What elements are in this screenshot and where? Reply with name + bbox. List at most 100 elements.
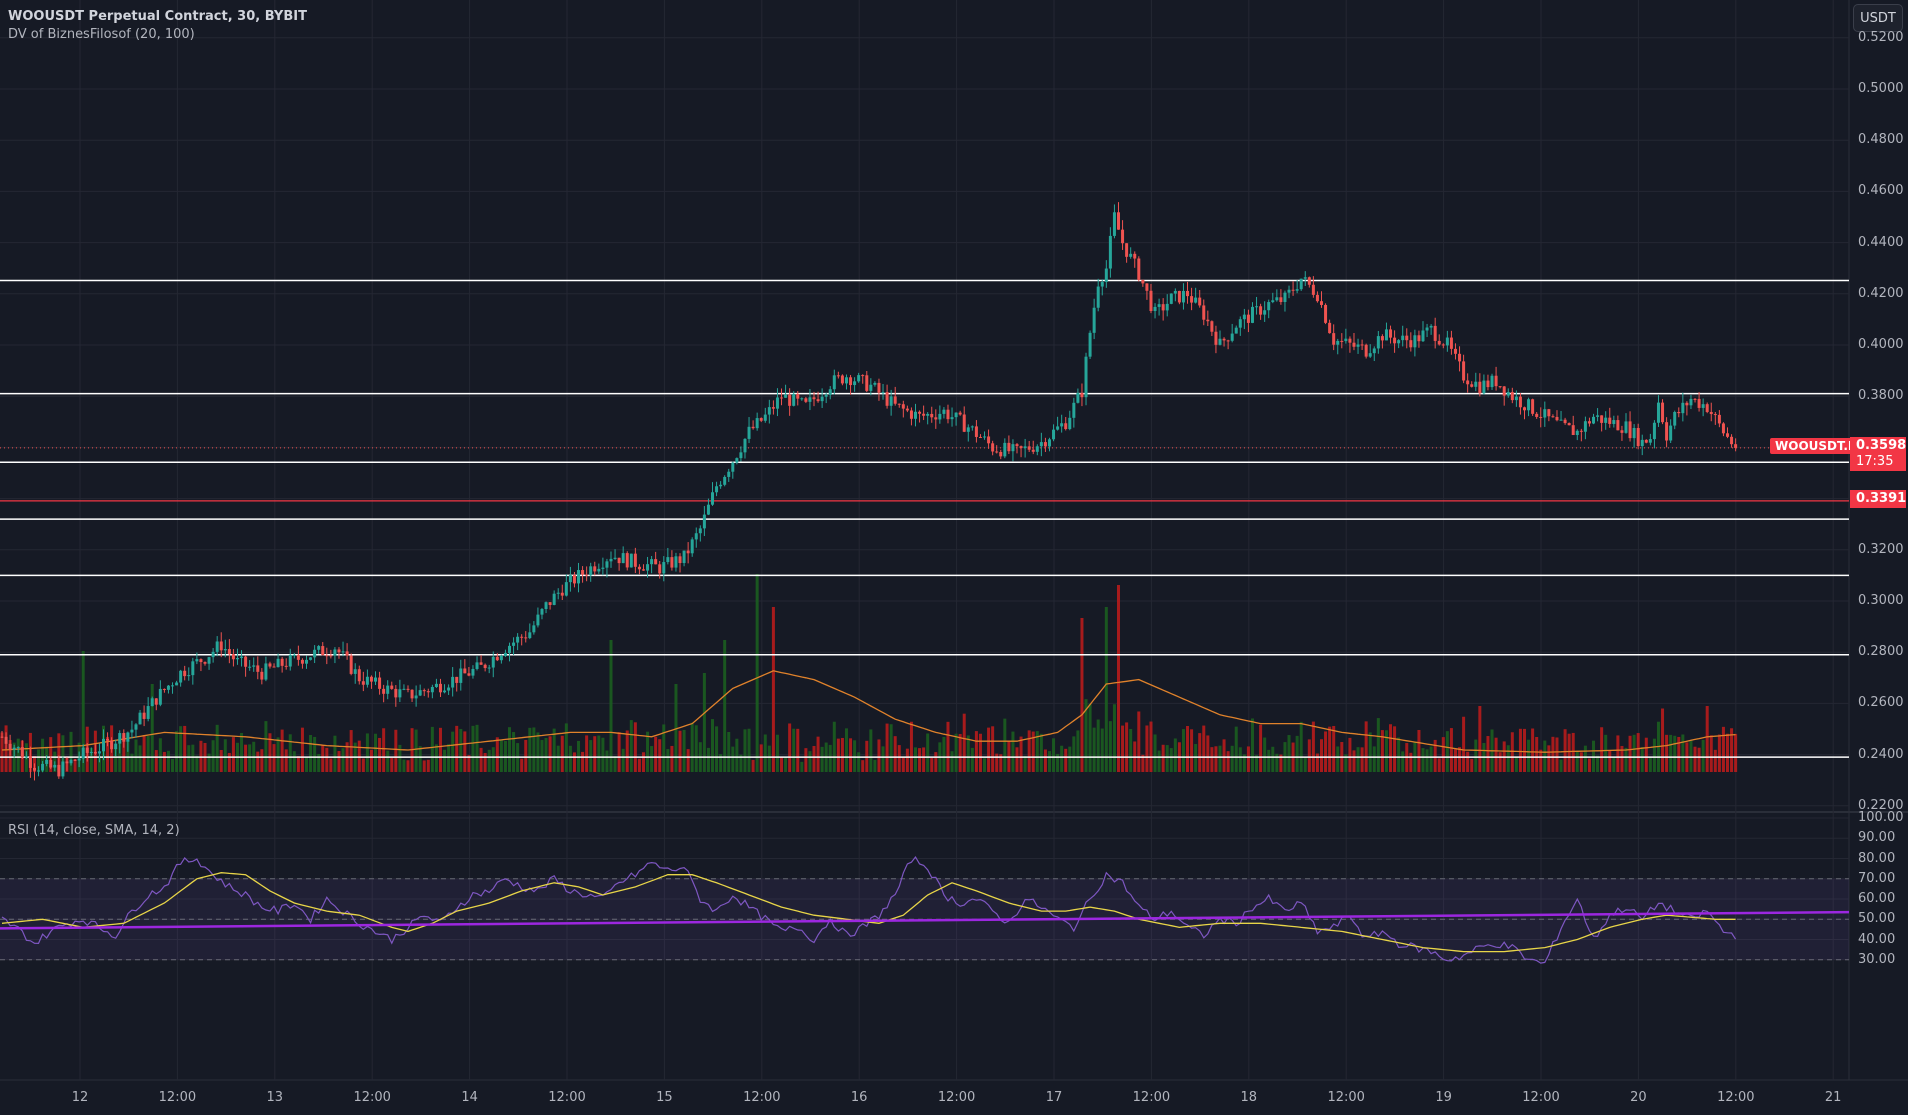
volume-bar <box>1628 735 1632 772</box>
candle-body <box>654 559 658 565</box>
volume-bar <box>471 725 475 772</box>
volume-bar <box>175 731 179 772</box>
volume-bar <box>1567 733 1571 772</box>
candle-body <box>1299 278 1303 290</box>
candle-body <box>1145 283 1149 291</box>
volume-bar <box>625 730 629 772</box>
volume-bar <box>536 732 540 772</box>
candle-body <box>889 396 893 406</box>
volume-bar <box>552 728 556 772</box>
candle-body <box>958 412 962 415</box>
candle-body <box>869 384 873 391</box>
volume-bar <box>1076 730 1080 772</box>
volume-bar <box>0 732 4 772</box>
candle-body <box>365 676 369 685</box>
volume-bar <box>930 757 934 772</box>
candle-body <box>1401 335 1405 341</box>
volume-bar <box>1636 733 1640 772</box>
volume-bar <box>158 738 162 772</box>
candle-body <box>1425 327 1429 331</box>
candle-body <box>154 698 158 705</box>
candle-body <box>832 375 836 390</box>
volume-bar <box>1039 733 1043 772</box>
candle-body <box>260 671 264 680</box>
candle-body <box>1003 442 1007 457</box>
candle-body <box>1186 290 1190 297</box>
volume-bar <box>816 736 820 772</box>
candle-body <box>918 411 922 414</box>
volume-bar <box>1003 718 1007 772</box>
candle-body <box>1019 446 1023 449</box>
candle-body <box>475 662 479 669</box>
candle-body <box>881 392 885 394</box>
volume-bar <box>528 727 532 772</box>
volume-bar <box>1198 733 1202 772</box>
candle-body <box>983 436 987 438</box>
candle-body <box>386 685 390 694</box>
volume-bar <box>268 733 272 772</box>
candle-body <box>682 550 686 564</box>
candle-body <box>853 381 857 386</box>
candle-body <box>207 657 211 664</box>
candle-body <box>276 658 280 668</box>
candle-body <box>97 751 101 754</box>
symbol-title[interactable]: WOOUSDT Perpetual Contract, 30, BYBIT <box>8 9 307 24</box>
candle-body <box>130 729 134 733</box>
last-price-tag: 0.3598 17:35 <box>1850 437 1906 471</box>
volume-bar <box>1579 752 1583 772</box>
candle-body <box>1255 306 1259 308</box>
candle-body <box>650 559 654 565</box>
candle-body <box>394 688 398 698</box>
time-tick-label: 12:00 <box>158 1090 197 1105</box>
rsi-indicator-title[interactable]: RSI (14, close, SMA, 14, 2) <box>8 823 180 838</box>
volume-bar <box>1401 751 1405 772</box>
candle-body <box>1555 416 1559 421</box>
volume-bar <box>1575 750 1579 772</box>
candle-body <box>978 436 982 438</box>
candle-body <box>12 747 16 750</box>
volume-indicator-title[interactable]: DV of BiznesFilosof (20, 100) <box>8 27 195 42</box>
candle-body <box>1303 277 1307 279</box>
candle-body <box>1376 336 1380 349</box>
candle-body <box>816 399 820 402</box>
volume-bar <box>1173 738 1177 772</box>
candle-body <box>731 462 735 472</box>
candle-body <box>1194 297 1198 303</box>
candle-body <box>901 404 905 409</box>
volume-bar <box>386 750 390 772</box>
candle-body <box>540 609 544 615</box>
candle-body <box>686 550 690 554</box>
volume-bar <box>1145 725 1149 772</box>
candle-body <box>1620 430 1624 433</box>
volume-bar <box>520 758 524 772</box>
candle-body <box>524 637 528 639</box>
volume-bar <box>694 725 698 772</box>
candle-body <box>751 426 755 429</box>
volume-bar <box>414 729 418 772</box>
volume-bar <box>426 759 430 772</box>
volume-bar <box>1506 745 1510 772</box>
candle-body <box>1579 430 1583 432</box>
volume-bar <box>1726 733 1729 772</box>
candle-body <box>808 397 812 402</box>
candle-body <box>1502 386 1506 396</box>
time-tick-label: 14 <box>461 1090 478 1105</box>
volume-bar <box>1100 728 1104 772</box>
candle-body <box>1632 428 1636 439</box>
volume-bar <box>1311 721 1315 772</box>
volume-bar <box>1701 739 1705 772</box>
volume-bar <box>1397 737 1401 772</box>
volume-bar <box>1242 754 1246 772</box>
volume-bar <box>227 752 231 772</box>
volume-bar <box>134 739 138 772</box>
candle-body <box>313 649 317 658</box>
candle-body <box>1514 396 1518 401</box>
currency-unit-button[interactable]: USDT <box>1853 4 1903 32</box>
volume-bar <box>329 758 333 772</box>
candle-body <box>706 504 710 515</box>
candle-body <box>1250 306 1254 323</box>
volume-bar <box>1137 711 1141 772</box>
volume-bar <box>264 721 268 772</box>
